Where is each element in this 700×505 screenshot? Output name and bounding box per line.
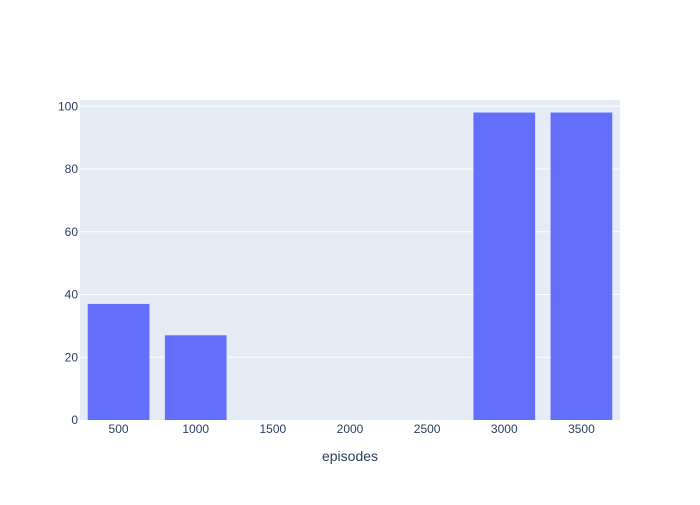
bar-3000 (473, 112, 536, 421)
x-tick-label: 3500 (568, 422, 595, 436)
x-axis-ticks: 500 1000 1500 2000 2500 3000 3500 (109, 422, 596, 436)
plot-area (80, 100, 620, 420)
x-axis-title: episodes (322, 448, 378, 464)
x-tick-label: 500 (109, 422, 129, 436)
x-tick-label: 2000 (337, 422, 364, 436)
y-tick-label: 40 (65, 288, 79, 302)
bar-3500 (550, 112, 613, 421)
x-tick-label: 1000 (182, 422, 209, 436)
x-tick-label: 2500 (414, 422, 441, 436)
y-tick-label: 100 (58, 99, 78, 113)
y-tick-label: 0 (71, 413, 78, 427)
y-tick-label: 20 (65, 350, 79, 364)
bars (87, 112, 613, 421)
bar-500 (87, 303, 150, 420)
bar-1000 (164, 335, 227, 420)
x-tick-label: 1500 (260, 422, 287, 436)
x-tick-label: 3000 (491, 422, 518, 436)
y-tick-label: 80 (65, 162, 79, 176)
y-axis-ticks: 0 20 40 60 80 100 (58, 99, 78, 427)
y-tick-label: 60 (65, 225, 79, 239)
